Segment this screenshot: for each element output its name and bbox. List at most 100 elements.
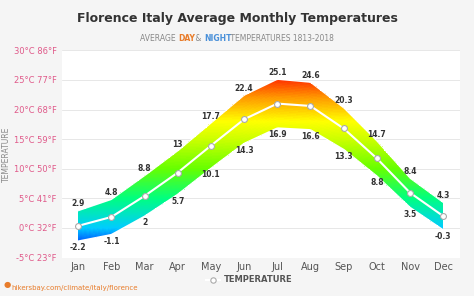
- Polygon shape: [113, 202, 115, 204]
- Polygon shape: [129, 200, 131, 201]
- Polygon shape: [273, 104, 274, 105]
- Polygon shape: [170, 179, 172, 180]
- Polygon shape: [333, 142, 335, 144]
- Polygon shape: [344, 135, 346, 136]
- Polygon shape: [405, 186, 407, 187]
- Polygon shape: [201, 147, 203, 148]
- Polygon shape: [363, 159, 365, 160]
- Polygon shape: [122, 227, 124, 228]
- Polygon shape: [175, 152, 177, 153]
- Polygon shape: [115, 225, 117, 226]
- Polygon shape: [115, 215, 117, 217]
- Polygon shape: [296, 88, 298, 89]
- Polygon shape: [352, 144, 353, 146]
- Polygon shape: [260, 103, 262, 105]
- Polygon shape: [179, 149, 181, 151]
- Polygon shape: [209, 138, 210, 139]
- Polygon shape: [177, 159, 179, 161]
- Polygon shape: [168, 184, 170, 186]
- Polygon shape: [128, 206, 129, 207]
- Polygon shape: [118, 213, 120, 214]
- Polygon shape: [395, 170, 397, 171]
- Polygon shape: [126, 194, 128, 195]
- Polygon shape: [260, 91, 262, 92]
- Polygon shape: [163, 198, 164, 200]
- Polygon shape: [317, 112, 319, 114]
- Polygon shape: [210, 124, 212, 126]
- Polygon shape: [319, 103, 320, 104]
- Polygon shape: [416, 208, 418, 209]
- Polygon shape: [117, 199, 118, 200]
- Polygon shape: [91, 229, 93, 230]
- Polygon shape: [102, 210, 104, 211]
- Polygon shape: [243, 134, 245, 135]
- Polygon shape: [82, 212, 84, 213]
- Polygon shape: [194, 165, 196, 166]
- Polygon shape: [135, 210, 137, 212]
- Polygon shape: [89, 223, 91, 224]
- Polygon shape: [243, 100, 245, 102]
- Polygon shape: [118, 215, 120, 217]
- Polygon shape: [113, 213, 115, 214]
- Polygon shape: [173, 173, 175, 175]
- Polygon shape: [137, 208, 139, 209]
- Polygon shape: [172, 158, 173, 159]
- Polygon shape: [177, 155, 179, 156]
- Polygon shape: [399, 176, 401, 177]
- Polygon shape: [338, 138, 340, 140]
- Polygon shape: [254, 108, 256, 109]
- Polygon shape: [236, 109, 238, 111]
- Polygon shape: [194, 140, 196, 141]
- Polygon shape: [207, 155, 209, 156]
- Polygon shape: [374, 139, 375, 140]
- Polygon shape: [269, 91, 271, 93]
- Polygon shape: [361, 134, 363, 136]
- Polygon shape: [438, 223, 439, 224]
- Polygon shape: [397, 191, 399, 192]
- Polygon shape: [282, 96, 283, 98]
- Polygon shape: [163, 197, 164, 198]
- Polygon shape: [95, 224, 97, 226]
- Polygon shape: [276, 81, 278, 83]
- Polygon shape: [395, 193, 397, 194]
- Polygon shape: [348, 125, 350, 126]
- Polygon shape: [179, 166, 181, 168]
- Polygon shape: [436, 221, 438, 222]
- Polygon shape: [210, 145, 212, 147]
- Polygon shape: [430, 208, 432, 209]
- Polygon shape: [177, 186, 179, 188]
- Polygon shape: [186, 152, 188, 153]
- Polygon shape: [416, 211, 418, 212]
- Polygon shape: [306, 120, 308, 122]
- Polygon shape: [365, 147, 366, 148]
- Polygon shape: [154, 171, 155, 173]
- Polygon shape: [300, 97, 302, 99]
- Polygon shape: [184, 146, 186, 147]
- Polygon shape: [269, 109, 271, 110]
- Polygon shape: [159, 200, 161, 202]
- Polygon shape: [357, 155, 359, 157]
- Polygon shape: [91, 223, 93, 224]
- Polygon shape: [221, 120, 223, 121]
- Polygon shape: [146, 212, 148, 213]
- Polygon shape: [401, 181, 403, 182]
- Polygon shape: [199, 171, 201, 172]
- Polygon shape: [271, 90, 273, 92]
- Polygon shape: [89, 222, 91, 223]
- Polygon shape: [285, 123, 287, 125]
- Polygon shape: [227, 120, 228, 121]
- Polygon shape: [142, 197, 144, 198]
- Polygon shape: [251, 116, 253, 118]
- Polygon shape: [168, 197, 170, 199]
- Polygon shape: [335, 129, 337, 130]
- Polygon shape: [326, 123, 328, 124]
- Polygon shape: [196, 149, 198, 150]
- Polygon shape: [170, 180, 172, 182]
- Polygon shape: [93, 209, 95, 210]
- Polygon shape: [355, 142, 357, 144]
- Polygon shape: [408, 194, 410, 195]
- Polygon shape: [122, 200, 124, 201]
- Polygon shape: [365, 132, 366, 133]
- Polygon shape: [253, 129, 254, 131]
- Polygon shape: [236, 108, 238, 109]
